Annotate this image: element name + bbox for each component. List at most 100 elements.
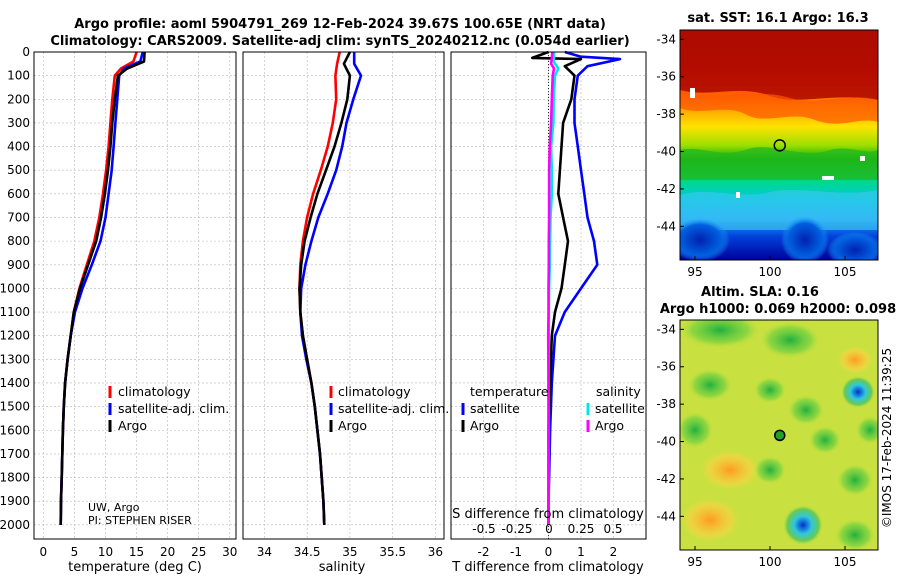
- sla-map-title-1: Altim. SLA: 0.16: [701, 285, 819, 300]
- map-y-tick-label: -38: [656, 107, 676, 121]
- salinity-panel: 34 34.5 35 35.5 36 salinity climatology sate…: [242, 51, 449, 575]
- series-line-argo: [59, 51, 146, 525]
- map-x-tick-label: 95: [687, 265, 702, 279]
- legend-argo: Argo: [118, 418, 147, 433]
- y-tick-label: 200: [7, 92, 30, 106]
- temperature-series: [59, 51, 146, 525]
- credit-line-1: UW, Argo: [88, 501, 140, 514]
- map-x-tick-label: 105: [834, 555, 857, 569]
- legend-climatology: climatology: [118, 384, 191, 399]
- y-tick-label: 1700: [0, 447, 30, 461]
- map-y-tick-label: -36: [656, 70, 676, 84]
- temperature-tick-labels: 0 5 10 15 20 25 30: [40, 545, 238, 559]
- legend-s-argo: Argo: [595, 418, 624, 433]
- map-y-tick-label: -38: [656, 397, 676, 411]
- x-tick-label: 25: [191, 545, 206, 559]
- s-tick-label: 0.25: [568, 522, 595, 536]
- y-tick-label: 900: [7, 258, 30, 272]
- t-difference-tick-labels: -2 -1 0 1 2: [478, 545, 618, 559]
- title-line-2: Climatology: CARS2009. Satellite-adj cli…: [50, 34, 629, 49]
- map-y-tick-label: -44: [656, 219, 676, 233]
- s-tick-label: 0.5: [603, 522, 622, 536]
- argo-float-marker: [774, 429, 786, 442]
- legend-satellite: satellite-adj. clim.: [338, 401, 449, 416]
- title-line-1: Argo profile: aoml 5904791_269 12-Feb-20…: [74, 17, 606, 32]
- salinity-axis-label: salinity: [319, 560, 366, 575]
- map-y-tick-label: -42: [656, 472, 676, 486]
- y-tick-label: 1100: [0, 305, 30, 319]
- series-line-temperature-argo: [530, 50, 583, 525]
- x-tick-label: 10: [98, 545, 113, 559]
- y-tick-label: 1600: [0, 423, 30, 437]
- legend-satellite: satellite-adj. clim.: [118, 401, 229, 416]
- sla-map: Altim. SLA: 0.16 Argo h1000: 0.069 h2000…: [656, 285, 896, 569]
- x-tick-label: 5: [71, 545, 79, 559]
- salinity-grid: [243, 51, 444, 539]
- salinity-tick-labels: 34 34.5 35 35.5 36: [257, 545, 443, 559]
- salinity-frame: [242, 51, 445, 540]
- x-tick-label: 35: [342, 545, 357, 559]
- s-difference-tick-labels: -0.5 -0.25 0 0.25 0.5: [472, 522, 622, 536]
- x-tick-label: 35.5: [379, 545, 406, 559]
- x-tick-label: 30: [222, 545, 237, 559]
- map-y-tick-label: -36: [656, 360, 676, 374]
- legend-climatology: climatology: [338, 384, 411, 399]
- sla-map-ticks: -34 -36 -38 -40 -42 -44 95 100 105: [656, 322, 856, 569]
- s-difference-axis-label: S difference from climatology: [452, 507, 644, 522]
- sst-map-title: sat. SST: 16.1 Argo: 16.3: [687, 11, 868, 26]
- depth-tick-labels: 0 100 200 300 400 500 600 700 800 900 1000 1100 1200…: [0, 45, 30, 532]
- x-tick-label: 36: [428, 545, 443, 559]
- series-line-argo: [298, 51, 352, 525]
- difference-legend: temperature salinity satellite Argo sate…: [461, 384, 645, 433]
- difference-frame: [450, 51, 647, 540]
- legend-t-satellite: satellite: [470, 401, 520, 416]
- x-tick-label: -1: [510, 545, 522, 559]
- s-tick-label: -0.25: [501, 522, 532, 536]
- y-tick-label: 2000: [0, 518, 30, 532]
- y-tick-label: 400: [7, 140, 30, 154]
- x-tick-label: 0: [40, 545, 48, 559]
- argo-float-marker: [773, 139, 786, 152]
- sst-map-ticks: -34 -36 -38 -40 -42 -44 95 100 105: [656, 32, 856, 279]
- map-y-tick-label: -34: [656, 32, 676, 46]
- y-tick-label: 1800: [0, 471, 30, 485]
- salinity-legend: climatology satellite-adj. clim. Argo: [329, 384, 449, 433]
- y-tick-label: 1000: [0, 281, 30, 295]
- y-tick-label: 700: [7, 210, 30, 224]
- t-difference-axis-label: T difference from climatology: [451, 560, 644, 575]
- y-tick-label: 800: [7, 234, 30, 248]
- legend-t-argo: Argo: [470, 418, 499, 433]
- credit-line-2: PI: STEPHEN RISER: [88, 514, 192, 527]
- temperature-panel: 0100200300400500600700800900100011001200…: [0, 45, 237, 575]
- map-x-tick-label: 100: [759, 265, 782, 279]
- x-tick-label: 2: [610, 545, 618, 559]
- map-y-tick-label: -44: [656, 509, 676, 523]
- y-tick-label: 1900: [0, 494, 30, 508]
- y-tick-label: 1500: [0, 400, 30, 414]
- temperature-grid: [34, 51, 236, 539]
- x-tick-label: 15: [129, 545, 144, 559]
- y-tick-label: 500: [7, 163, 30, 177]
- map-y-tick-label: -34: [656, 322, 676, 336]
- temperature-axis-label: temperature (deg C): [68, 560, 202, 575]
- y-tick-label: 100: [7, 69, 30, 83]
- sst-map: sat. SST: 16.1 Argo: 16.3 -34 -36 -38 -40 -4…: [656, 11, 879, 279]
- y-tick-label: 1400: [0, 376, 30, 390]
- difference-series: [530, 50, 622, 525]
- x-tick-label: 20: [160, 545, 175, 559]
- series-line-temperature-satellite: [547, 50, 622, 525]
- sla-map-title-2: Argo h1000: 0.069 h2000: 0.098: [660, 302, 896, 317]
- x-tick-label: 34: [257, 545, 272, 559]
- legend-argo: Argo: [338, 418, 367, 433]
- sst-field: [680, 30, 878, 260]
- difference-panel: -2 -1 0 1 2 T difference from climatology S …: [450, 50, 647, 575]
- salinity-series: [298, 51, 363, 525]
- x-tick-label: 1: [577, 545, 585, 559]
- y-tick-label: 600: [7, 187, 30, 201]
- sst-map-frame: [679, 29, 879, 261]
- legend-title-temperature: temperature: [470, 384, 549, 399]
- x-tick-label: -2: [478, 545, 490, 559]
- map-y-tick-label: -40: [656, 435, 676, 449]
- y-tick-label: 0: [22, 45, 30, 59]
- y-tick-label: 300: [7, 116, 30, 130]
